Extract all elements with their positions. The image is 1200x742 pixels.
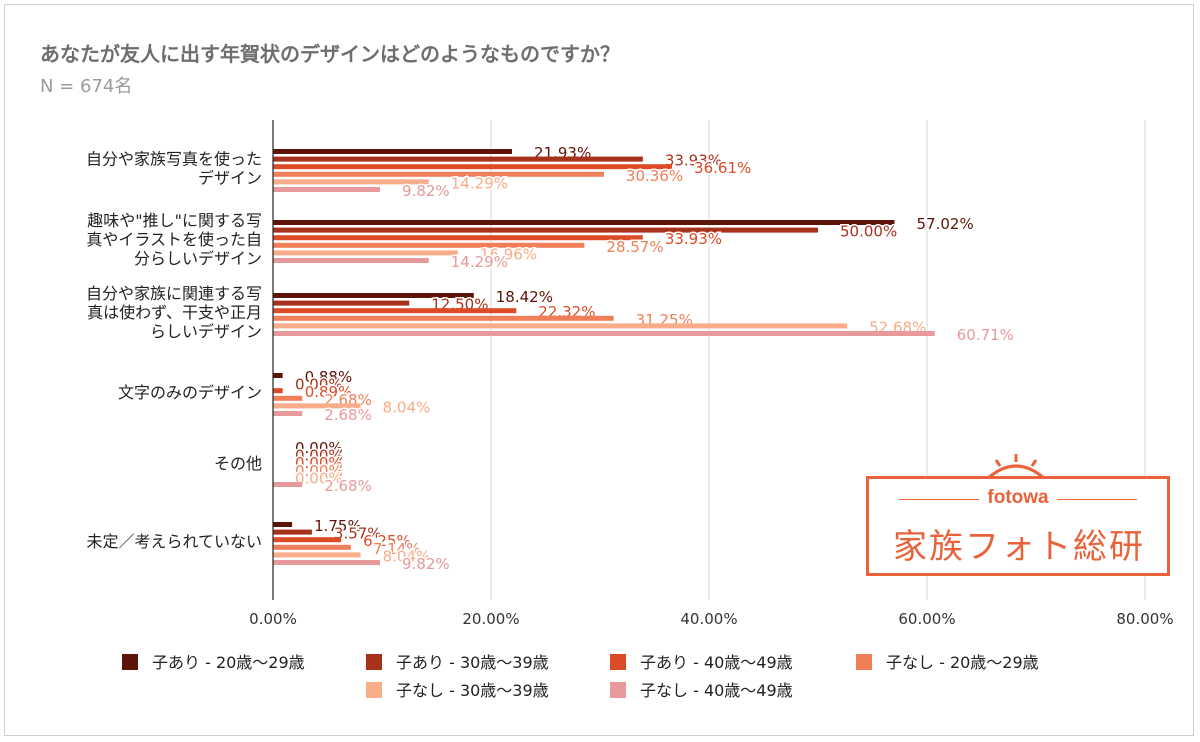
value-label: 9.82% — [402, 555, 450, 573]
legend-label: 子あり - 30歳〜39歳 — [396, 653, 549, 672]
value-label: 0.00% — [295, 447, 343, 465]
bar — [273, 149, 513, 154]
value-label: 2.68% — [324, 406, 372, 424]
category-label: らしいデザイン — [150, 322, 262, 341]
bar — [273, 300, 410, 306]
value-label: 2.68% — [324, 477, 372, 495]
value-label: 8.04% — [383, 547, 431, 565]
value-label: 0.00% — [295, 469, 343, 487]
logo-divider — [899, 499, 979, 500]
chart-subtitle: N = 674名 — [40, 76, 133, 97]
value-label: 9.82% — [402, 182, 450, 200]
bar — [273, 411, 303, 416]
chart-frame — [4, 4, 1194, 736]
category-label: 自分や家族写真を使った — [86, 150, 262, 169]
x-tick-label: 0.00% — [249, 610, 297, 628]
value-label: 33.93% — [665, 152, 722, 170]
legend-swatch — [610, 654, 626, 670]
legend-label: 子あり - 20歳〜29歳 — [152, 653, 305, 672]
x-tick-label: 80.00% — [1116, 610, 1173, 628]
value-label: 6.25% — [363, 532, 411, 550]
value-label: 3.57% — [334, 525, 382, 543]
value-label: 0.00% — [295, 376, 343, 394]
value-label: 0.00% — [295, 462, 343, 480]
bar — [273, 258, 429, 263]
category-label: 分らしいデザイン — [134, 249, 262, 268]
bar — [273, 373, 283, 378]
value-label: 0.89% — [305, 383, 353, 401]
bar — [273, 522, 293, 527]
category-label: 自分や家族に関連する写 — [86, 284, 262, 303]
bar — [273, 395, 303, 401]
chart-title: あなたが友人に出す年賀状のデザインはどのようなものですか？ — [40, 42, 620, 66]
legend-label: 子なし - 20歳〜29歳 — [886, 653, 1039, 672]
bar — [273, 293, 474, 298]
fotowa-logo: fotowa 家族フォト総研 — [866, 476, 1170, 576]
bar — [273, 156, 643, 162]
value-label: 50.00% — [840, 223, 897, 241]
legend-swatch — [856, 654, 872, 670]
value-label: 7.14% — [373, 540, 421, 558]
bar — [273, 171, 604, 177]
value-label: 30.36% — [626, 167, 683, 185]
value-label: 36.61% — [694, 159, 751, 177]
bar — [273, 164, 673, 170]
bar — [273, 315, 614, 321]
x-tick-label: 60.00% — [898, 610, 955, 628]
value-label: 1.75% — [314, 517, 362, 535]
value-label: 60.71% — [957, 326, 1014, 344]
legend-swatch — [366, 654, 382, 670]
logo-sun-icon — [984, 454, 1048, 482]
bar — [273, 537, 342, 543]
logo-name: 家族フォト総研 — [893, 527, 1145, 567]
bar — [273, 544, 351, 550]
category-label: その他 — [214, 454, 262, 473]
bar — [273, 388, 283, 394]
category-label: 真は使わず、干支や正月 — [87, 303, 262, 322]
legend-swatch — [610, 682, 626, 698]
bar — [273, 308, 517, 314]
bar — [273, 331, 935, 336]
value-label: 33.93% — [665, 230, 722, 248]
value-label: 57.02% — [917, 215, 974, 233]
legend-label: 子あり - 40歳〜49歳 — [640, 653, 793, 672]
bar — [273, 220, 895, 225]
bar — [273, 323, 848, 329]
bar — [273, 179, 429, 185]
bar — [273, 529, 312, 535]
value-label: 0.88% — [305, 368, 353, 386]
value-label: 14.29% — [451, 174, 508, 192]
category-label: 真やイラストを使った自 — [86, 230, 262, 249]
category-label: 趣味や"推し"に関する写 — [87, 211, 262, 230]
bar — [273, 552, 361, 558]
bar — [273, 560, 381, 565]
value-label: 0.00% — [295, 454, 343, 472]
value-label: 8.04% — [383, 398, 431, 416]
value-label: 18.42% — [496, 288, 553, 306]
value-label: 28.57% — [606, 238, 663, 256]
bar — [273, 403, 361, 409]
x-tick-label: 40.00% — [680, 610, 737, 628]
value-label: 0.00% — [295, 439, 343, 457]
category-label: 未定／考えられていない — [86, 532, 262, 551]
category-label: デザイン — [198, 169, 262, 188]
bar — [273, 250, 458, 256]
bar — [273, 482, 303, 487]
legend-label: 子なし - 40歳〜49歳 — [640, 681, 793, 700]
legend-swatch — [122, 654, 138, 670]
legend-label: 子なし - 30歳〜39歳 — [396, 681, 549, 700]
logo-divider — [1057, 499, 1137, 500]
x-tick-label: 20.00% — [462, 610, 519, 628]
value-label: 14.29% — [451, 253, 508, 271]
legend-swatch — [366, 682, 382, 698]
bar — [273, 187, 381, 192]
bar — [273, 235, 643, 241]
value-label: 16.96% — [480, 245, 537, 263]
logo-brand: fotowa — [987, 487, 1049, 508]
bar — [273, 242, 585, 248]
bar — [273, 227, 818, 233]
category-label: 文字のみのデザイン — [118, 383, 262, 402]
